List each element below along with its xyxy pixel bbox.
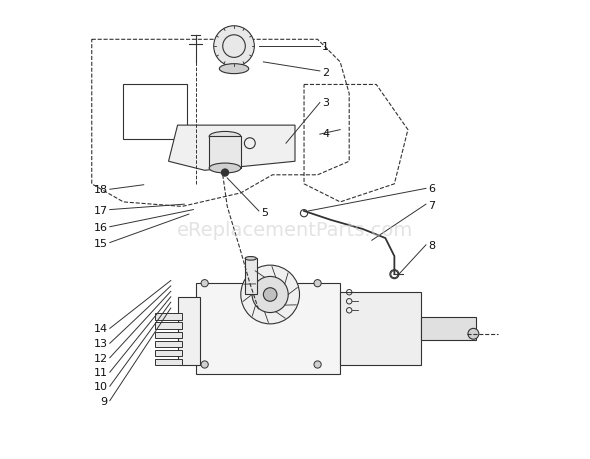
Text: eReplacementParts.com: eReplacementParts.com <box>177 220 413 239</box>
Bar <box>155 359 182 366</box>
Text: 6: 6 <box>428 184 435 194</box>
Circle shape <box>214 27 254 67</box>
Ellipse shape <box>209 164 241 174</box>
Text: 9: 9 <box>100 396 107 406</box>
Text: 15: 15 <box>94 238 107 248</box>
Circle shape <box>468 329 479 340</box>
Bar <box>209 137 241 168</box>
Text: 5: 5 <box>261 207 268 218</box>
Text: 12: 12 <box>93 353 107 363</box>
Ellipse shape <box>209 132 241 142</box>
Text: 18: 18 <box>93 185 107 195</box>
Bar <box>421 317 476 340</box>
Text: 3: 3 <box>322 97 329 107</box>
Circle shape <box>201 280 208 287</box>
Circle shape <box>221 169 228 177</box>
Circle shape <box>314 280 321 287</box>
Text: 2: 2 <box>322 67 329 78</box>
Text: 13: 13 <box>94 339 107 348</box>
Ellipse shape <box>219 65 249 74</box>
Circle shape <box>241 266 300 324</box>
Circle shape <box>201 361 208 368</box>
Bar <box>155 341 182 347</box>
Bar <box>245 259 257 295</box>
Bar <box>196 284 340 374</box>
Text: 16: 16 <box>94 222 107 232</box>
Bar <box>123 85 186 140</box>
Text: 1: 1 <box>322 42 329 52</box>
Text: 7: 7 <box>428 201 435 211</box>
Text: 14: 14 <box>93 324 107 334</box>
Circle shape <box>252 277 289 313</box>
Polygon shape <box>169 126 295 171</box>
Bar <box>155 314 182 320</box>
Text: 8: 8 <box>428 240 435 250</box>
Bar <box>155 323 182 330</box>
Bar <box>155 332 182 339</box>
Text: 11: 11 <box>94 367 107 377</box>
Bar <box>340 292 421 365</box>
Bar <box>178 297 200 365</box>
Text: 17: 17 <box>93 205 107 215</box>
Bar <box>155 350 182 357</box>
Text: 10: 10 <box>94 381 107 392</box>
Circle shape <box>263 288 277 302</box>
Text: 4: 4 <box>322 129 329 139</box>
Ellipse shape <box>245 257 257 261</box>
Circle shape <box>314 361 321 368</box>
